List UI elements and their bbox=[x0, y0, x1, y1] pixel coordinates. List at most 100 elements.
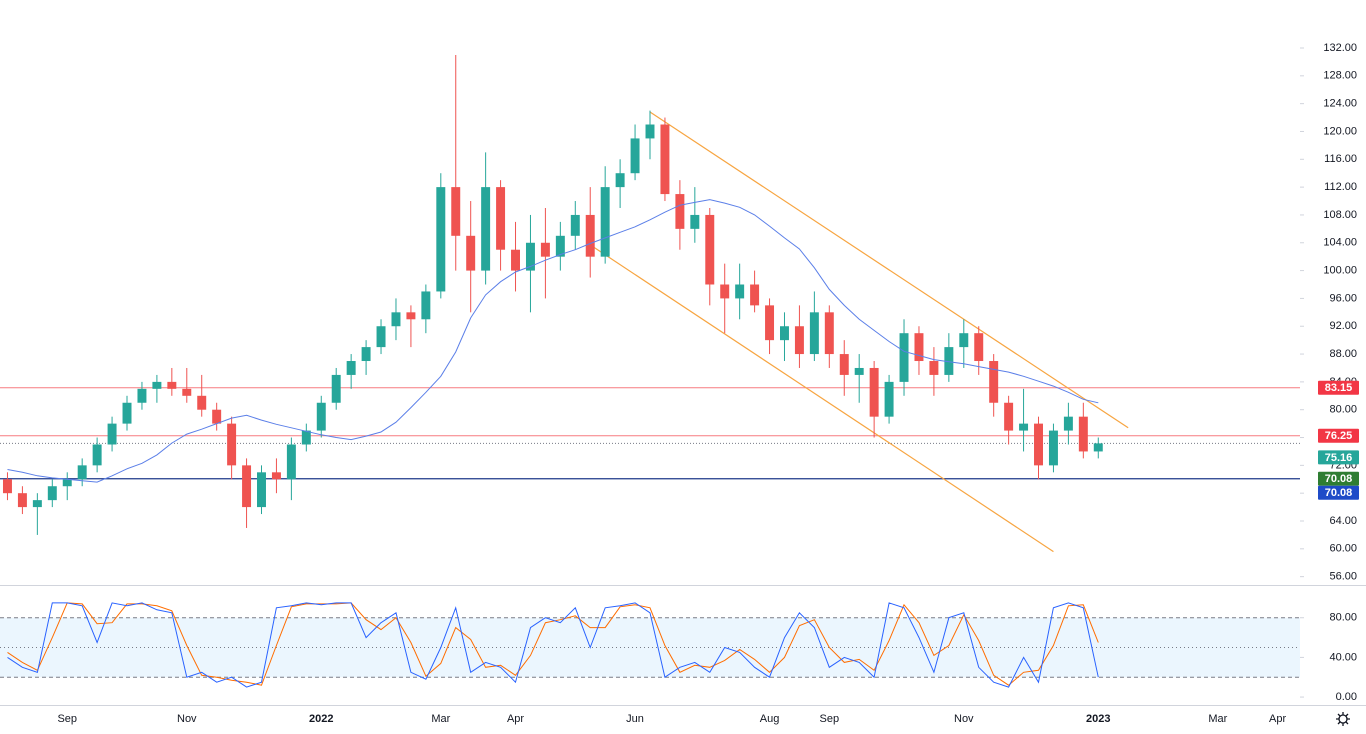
price-level-label-bg bbox=[1318, 428, 1359, 443]
y-tick-label: 116.00 bbox=[1324, 153, 1357, 165]
candle-body bbox=[555, 235, 565, 257]
y-tick-label: 60.00 bbox=[1329, 543, 1357, 555]
price-level-label: 76.25 bbox=[1325, 430, 1353, 442]
candle-body bbox=[391, 312, 401, 327]
candle-body bbox=[839, 354, 849, 375]
x-tick-label: Mar bbox=[431, 713, 450, 725]
candle-body bbox=[421, 291, 431, 320]
candle-body bbox=[167, 381, 177, 389]
candle-body bbox=[1004, 402, 1014, 431]
candle-body bbox=[765, 305, 775, 341]
price-level-label-bg bbox=[1318, 450, 1359, 465]
candle-body bbox=[780, 326, 789, 341]
candle-body bbox=[899, 333, 909, 382]
candle-body bbox=[630, 138, 640, 174]
candle-body bbox=[1048, 430, 1058, 466]
x-tick-label: Sep bbox=[57, 713, 77, 725]
candle-body bbox=[1063, 416, 1073, 431]
stochastic-line bbox=[7, 602, 1099, 686]
candle-body bbox=[944, 347, 954, 375]
candle-body bbox=[735, 284, 745, 299]
moving-average bbox=[7, 199, 1099, 483]
candle-body bbox=[376, 326, 386, 348]
price-level-label-bg bbox=[1318, 471, 1359, 486]
candle-body bbox=[182, 388, 192, 396]
y-tick-label: 100.00 bbox=[1323, 264, 1357, 276]
candle-body bbox=[720, 284, 730, 299]
candle-body bbox=[107, 423, 117, 445]
candle-body bbox=[660, 124, 670, 195]
candle-body bbox=[197, 395, 207, 410]
y-tick-label: 132.00 bbox=[1323, 42, 1357, 54]
y-tick-label: 108.00 bbox=[1323, 209, 1357, 221]
candle-body bbox=[794, 326, 804, 355]
candle-body bbox=[989, 361, 999, 403]
candle-body bbox=[959, 333, 969, 348]
candle-body bbox=[331, 374, 341, 403]
candle-body bbox=[645, 124, 655, 139]
candle-body bbox=[854, 367, 864, 375]
candle-body bbox=[869, 367, 879, 417]
candle-body bbox=[496, 187, 506, 250]
candle-body bbox=[316, 402, 326, 431]
price-level-label: 70.08 bbox=[1325, 473, 1353, 485]
x-tick-label: Mar bbox=[1208, 713, 1227, 725]
candle-body bbox=[1019, 423, 1029, 431]
candle-body bbox=[2, 479, 12, 494]
candle-body bbox=[705, 214, 715, 285]
candle-body bbox=[242, 465, 252, 508]
candle-body bbox=[750, 284, 760, 306]
y-tick-label: 92.00 bbox=[1329, 320, 1357, 332]
y-tick-label: 88.00 bbox=[1329, 348, 1357, 360]
candle-body bbox=[481, 187, 491, 271]
candle-body bbox=[227, 423, 237, 466]
candle-body bbox=[346, 361, 356, 375]
trend-line bbox=[589, 244, 1054, 553]
candle-body bbox=[271, 472, 281, 480]
y-tick-label: 104.00 bbox=[1323, 237, 1357, 249]
x-tick-label: Aug bbox=[760, 713, 780, 725]
price-level-label: 70.08 bbox=[1325, 487, 1353, 499]
y-tick-label: 80.00 bbox=[1329, 612, 1357, 624]
candle-body bbox=[914, 333, 924, 362]
candle-body bbox=[212, 409, 222, 424]
candle-body bbox=[824, 312, 834, 355]
candle-body bbox=[301, 430, 311, 445]
candle-body bbox=[466, 235, 476, 271]
candle-body bbox=[675, 194, 685, 229]
price-level-label-bg bbox=[1318, 380, 1359, 395]
stochastic-line bbox=[7, 602, 1099, 688]
x-tick-label: 2022 bbox=[309, 713, 333, 725]
candle-body bbox=[286, 444, 296, 480]
y-tick-label: 96.00 bbox=[1329, 292, 1357, 304]
settings-icon[interactable] bbox=[1336, 712, 1350, 726]
candle-body bbox=[570, 214, 580, 236]
x-tick-label: Nov bbox=[177, 713, 197, 725]
candle-body bbox=[257, 472, 266, 508]
y-tick-label: 124.00 bbox=[1323, 98, 1357, 110]
y-tick-label: 56.00 bbox=[1329, 571, 1357, 583]
settings-icon-ring bbox=[1338, 714, 1348, 724]
candle-body bbox=[974, 333, 984, 362]
candle-body bbox=[62, 479, 72, 487]
candle-body bbox=[32, 500, 42, 508]
candle-body bbox=[1093, 443, 1103, 452]
candle-body bbox=[600, 187, 610, 257]
candle-body bbox=[1078, 416, 1088, 452]
candle-body bbox=[540, 242, 550, 257]
price-level-label: 75.16 bbox=[1325, 452, 1353, 464]
candle-body bbox=[884, 381, 894, 417]
candle-body bbox=[809, 312, 819, 355]
y-tick-label: 40.00 bbox=[1329, 651, 1357, 663]
price-level-label-bg bbox=[1318, 485, 1359, 500]
x-tick-label: Apr bbox=[1269, 713, 1286, 725]
candle-body bbox=[77, 465, 87, 480]
candle-body bbox=[585, 214, 595, 257]
x-tick-label: Sep bbox=[820, 713, 840, 725]
candle-body bbox=[451, 187, 461, 236]
candle-body bbox=[137, 388, 147, 403]
candle-body bbox=[92, 444, 102, 466]
y-tick-label: 112.00 bbox=[1324, 181, 1357, 193]
price-level-label: 83.15 bbox=[1325, 382, 1353, 394]
